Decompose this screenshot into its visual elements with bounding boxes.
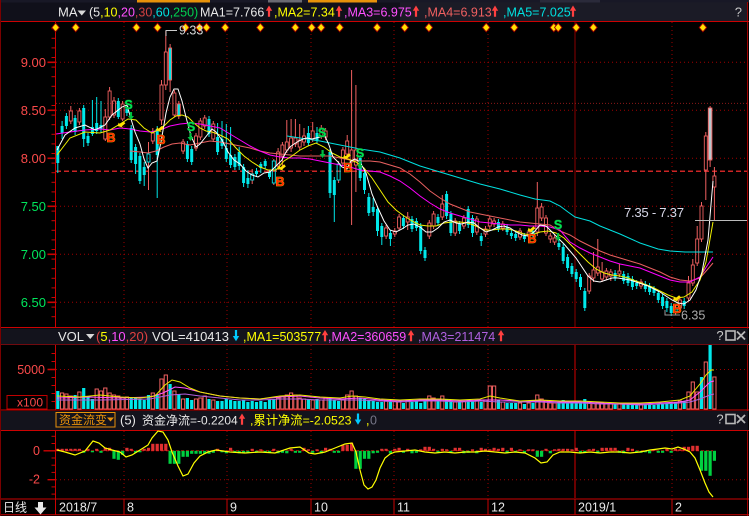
- svg-text:0: 0: [33, 444, 40, 458]
- svg-text:(5,10,20,30,60,250): (5,10,20,30,60,250): [89, 6, 198, 20]
- svg-text:B: B: [106, 131, 115, 145]
- svg-text:MA1=7.766: MA1=7.766: [200, 6, 264, 20]
- svg-text:11: 11: [397, 501, 410, 515]
- svg-text:7.35 - 7.37: 7.35 - 7.37: [624, 205, 684, 220]
- svg-text:5000: 5000: [17, 363, 45, 377]
- svg-text:9.33: 9.33: [179, 24, 203, 38]
- svg-text:2018/7: 2018/7: [59, 501, 97, 515]
- svg-text:资金净流=-0.2204: 资金净流=-0.2204: [142, 413, 238, 428]
- svg-text:8.50: 8.50: [21, 103, 46, 118]
- svg-text:,MA2=360659: ,MA2=360659: [328, 330, 406, 344]
- svg-text:B: B: [527, 232, 536, 246]
- svg-text:资金流变: 资金流变: [59, 412, 107, 427]
- svg-text:-2: -2: [29, 473, 40, 487]
- svg-text:VOL: VOL: [58, 329, 84, 344]
- svg-text:2: 2: [675, 501, 682, 515]
- svg-text:S: S: [124, 98, 132, 112]
- svg-text:(5,10,20): (5,10,20): [96, 329, 148, 344]
- svg-text:,MA1=503577: ,MA1=503577: [243, 330, 321, 344]
- svg-text:S: S: [318, 126, 326, 140]
- svg-text:6.35: 6.35: [681, 309, 705, 323]
- svg-text:8: 8: [127, 501, 134, 515]
- svg-text:?: ?: [716, 412, 723, 427]
- svg-text:,MA3=6.975: ,MA3=6.975: [344, 6, 412, 20]
- svg-text:,MA3=211474: ,MA3=211474: [418, 330, 495, 344]
- svg-text:B: B: [343, 161, 352, 175]
- svg-text:B: B: [156, 133, 165, 147]
- svg-text:,累计净流=-2.0523: ,累计净流=-2.0523: [250, 414, 352, 428]
- svg-text:?: ?: [735, 5, 742, 20]
- svg-text:,MA2=7.34: ,MA2=7.34: [274, 6, 335, 20]
- svg-text:(5): (5): [120, 413, 136, 428]
- svg-text:7.50: 7.50: [21, 199, 46, 214]
- svg-text:,MA4=6.913: ,MA4=6.913: [424, 6, 492, 20]
- svg-text:B: B: [672, 302, 681, 316]
- svg-text:日线: 日线: [3, 501, 27, 515]
- svg-text:VOL=410413: VOL=410413: [152, 329, 229, 344]
- svg-text:S: S: [356, 147, 364, 161]
- svg-text:S: S: [187, 120, 195, 134]
- svg-text:S: S: [554, 218, 562, 232]
- svg-text:,MA5=7.025: ,MA5=7.025: [503, 6, 571, 20]
- svg-text:0: 0: [370, 414, 377, 428]
- svg-text:10: 10: [314, 501, 328, 515]
- svg-text:7.00: 7.00: [21, 247, 46, 262]
- svg-text:9.00: 9.00: [21, 55, 46, 70]
- svg-text:,: ,: [366, 414, 369, 428]
- svg-text:12: 12: [491, 501, 505, 515]
- svg-text:B: B: [275, 175, 284, 189]
- svg-text:6.50: 6.50: [21, 295, 46, 310]
- svg-text:MA: MA: [58, 5, 78, 20]
- svg-text:x100: x100: [17, 396, 43, 410]
- svg-text:8.00: 8.00: [21, 151, 46, 166]
- svg-text:9: 9: [230, 501, 237, 515]
- svg-text:2019/1: 2019/1: [578, 501, 616, 515]
- svg-text:?: ?: [716, 328, 723, 343]
